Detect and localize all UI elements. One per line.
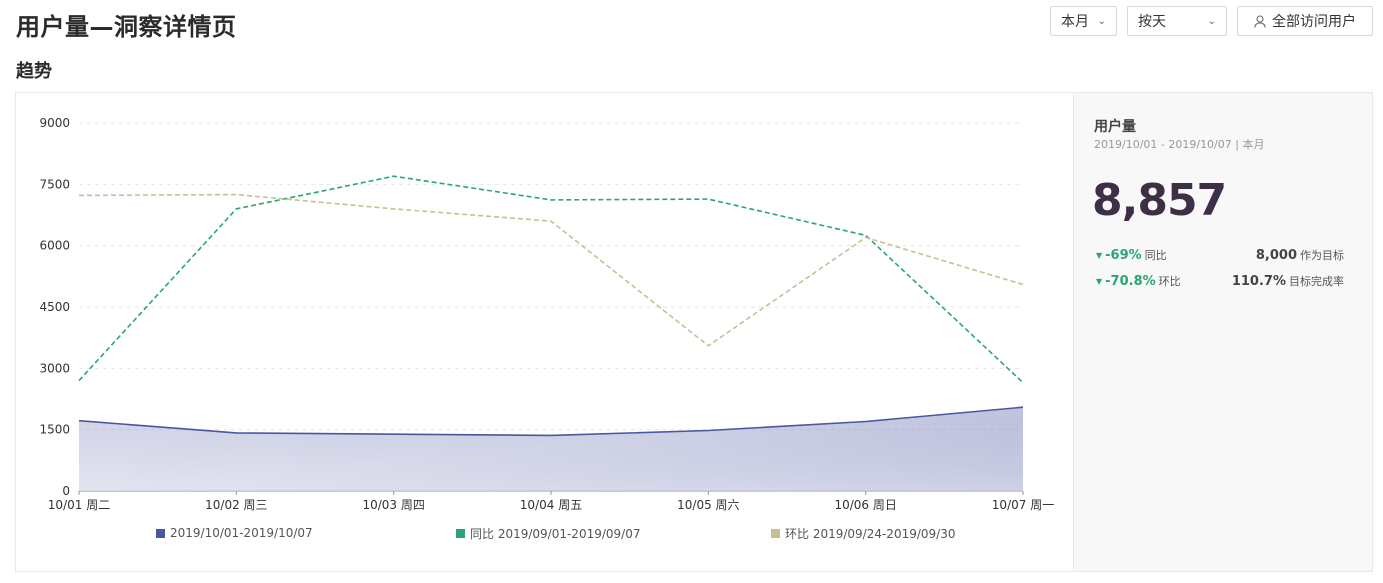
all-users-button-label: 全部访问用户	[1272, 14, 1356, 30]
trend-chart: 0 1500 3000 4500 6000 7500 9000 10/01 周二 10/02 周…	[39, 116, 1054, 512]
y-tick-label: 9000	[39, 116, 70, 130]
trend-panel: 0 1500 3000 4500 6000 7500 9000 10/01 周二 10/02 周…	[15, 92, 1373, 572]
target-value: 8,000	[1255, 247, 1297, 263]
y-tick-label: 7500	[39, 177, 70, 191]
legend-label: 同比 2019/09/01-2019/09/07	[470, 526, 641, 541]
down-arrow-icon: ▼	[1096, 250, 1103, 260]
x-tick-label: 10/07 周一	[992, 498, 1054, 512]
x-tick-label: 10/04 周五	[520, 498, 582, 512]
chevron-down-icon: ⌄	[1097, 15, 1106, 27]
mom-value: -70.8%	[1105, 273, 1156, 289]
yoy-value: -69%	[1105, 247, 1142, 263]
summary-period: 2019/10/01 - 2019/10/07 | 本月	[1094, 138, 1265, 151]
completion-value: 110.7%	[1231, 273, 1286, 289]
y-tick-label: 6000	[39, 239, 70, 253]
legend-item[interactable]: 同比 2019/09/01-2019/09/07	[456, 525, 640, 542]
range-select-value: 本月	[1061, 14, 1089, 30]
series-line-current	[78, 406, 1024, 437]
yoy-label: 同比	[1144, 249, 1167, 262]
summary-panel: 用户量 2019/10/01 - 2019/10/07 | 本月 8,857 ▼…	[1073, 93, 1372, 571]
summary-value: 8,857	[1092, 175, 1227, 226]
legend-swatch	[156, 528, 165, 538]
series-area-current-fade	[79, 407, 1023, 491]
legend-item[interactable]: 环比 2019/09/24-2019/09/30	[771, 525, 955, 542]
summary-metric-name: 用户量	[1094, 119, 1136, 135]
target-label: 作为目标	[1300, 249, 1344, 262]
x-tick-label: 10/05 周六	[677, 498, 739, 512]
mom-row: ▼ -70.8% 环比 110.7% 目标完成率	[1096, 273, 1344, 289]
completion-label: 目标完成率	[1289, 275, 1344, 288]
yoy-row: ▼ -69% 同比 8,000 作为目标	[1096, 247, 1344, 263]
chevron-down-icon: ⌄	[1207, 15, 1216, 27]
group-by-select-value: 按天	[1138, 14, 1166, 30]
group-by-select[interactable]: 按天 ⌄	[1127, 6, 1227, 36]
mom-label: 环比	[1158, 275, 1181, 288]
all-users-button[interactable]: 全部访问用户	[1237, 6, 1373, 36]
y-tick-label: 4500	[39, 300, 70, 314]
legend-swatch	[456, 528, 465, 538]
x-tick-label: 10/01 周二	[48, 498, 110, 512]
y-tick-label: 1500	[39, 423, 70, 437]
series-line-yoy	[78, 175, 1024, 384]
y-tick-label: 0	[62, 484, 70, 498]
legend-label: 2019/10/01-2019/10/07	[170, 526, 313, 540]
page-title: 用户量—洞察详情页	[16, 13, 237, 41]
y-tick-label: 3000	[39, 361, 70, 375]
legend-swatch	[771, 528, 780, 538]
legend-item[interactable]: 2019/10/01-2019/10/07	[156, 526, 313, 540]
x-tick-label: 10/06 周日	[834, 498, 896, 512]
section-title: 趋势	[16, 61, 52, 82]
legend-label: 环比 2019/09/24-2019/09/30	[785, 526, 956, 541]
range-select[interactable]: 本月 ⌄	[1050, 6, 1117, 36]
down-arrow-icon: ▼	[1096, 276, 1103, 286]
x-tick-label: 10/02 周三	[205, 498, 267, 512]
x-tick-label: 10/03 周四	[362, 498, 424, 512]
user-icon	[1254, 14, 1266, 28]
series-line-mom	[78, 193, 1024, 347]
